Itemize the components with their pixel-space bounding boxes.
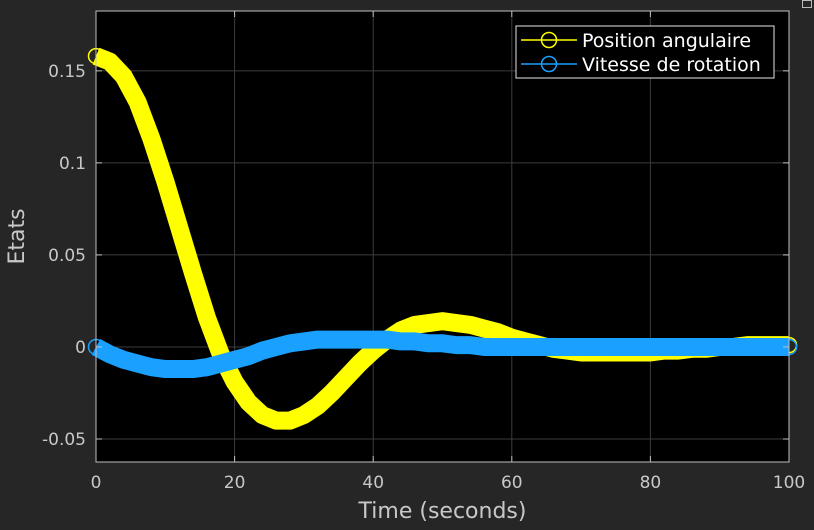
data-point xyxy=(642,338,659,356)
x-tick-label: 0 xyxy=(91,473,102,493)
data-point xyxy=(184,360,202,378)
x-tick-label: 20 xyxy=(224,473,246,493)
data-point xyxy=(378,331,396,348)
data-point xyxy=(337,369,354,387)
data-point xyxy=(240,347,257,365)
data-point xyxy=(503,338,521,356)
data-point xyxy=(170,219,188,236)
data-point xyxy=(448,336,465,354)
data-point xyxy=(461,336,479,354)
y-axis-label: Etats xyxy=(5,208,30,264)
data-point xyxy=(600,338,618,356)
data-point xyxy=(351,331,368,348)
legend-label-position-angulaire: Position angulaire xyxy=(582,30,751,52)
data-point xyxy=(669,338,687,356)
data-point xyxy=(351,355,368,372)
data-point xyxy=(254,406,271,424)
data-point xyxy=(392,333,410,350)
x-axis-label: Time (seconds) xyxy=(358,499,527,524)
data-point xyxy=(198,309,216,326)
data-point xyxy=(364,331,382,348)
data-point xyxy=(323,331,340,348)
data-point xyxy=(420,335,437,352)
data-point xyxy=(614,338,631,356)
data-point xyxy=(683,338,701,356)
data-point xyxy=(406,333,424,350)
data-point xyxy=(337,331,354,348)
ticks: 0 20 40 60 80 100 -0.05 0 0.05 0.1 0.15 xyxy=(42,11,805,493)
data-point xyxy=(628,338,645,356)
data-point xyxy=(475,338,493,356)
data-point xyxy=(406,316,424,334)
data-point xyxy=(558,338,576,356)
data-point xyxy=(267,412,285,429)
data-point xyxy=(184,265,202,282)
data-point xyxy=(697,338,715,356)
data-point xyxy=(434,335,451,352)
legend-marker-vitesse-de-rotation xyxy=(540,55,558,73)
data-point xyxy=(309,331,327,348)
data-point xyxy=(766,338,784,356)
data-point xyxy=(143,358,160,376)
series-line-vitesse-de-rotation xyxy=(91,330,789,379)
data-point xyxy=(545,338,562,356)
data-point xyxy=(115,68,132,85)
data-point xyxy=(281,335,299,352)
y-tick-label: -0.05 xyxy=(42,430,86,450)
legend-box xyxy=(515,25,775,79)
y-tick-label: 0 xyxy=(75,338,86,358)
data-point xyxy=(101,346,119,363)
legend: Position angulaire Vitesse de rotation xyxy=(515,25,775,79)
data-point xyxy=(281,412,299,429)
data-point xyxy=(295,333,313,350)
data-point xyxy=(157,173,174,190)
series-layer xyxy=(87,47,798,430)
data-point xyxy=(157,360,174,378)
data-point xyxy=(434,312,451,330)
data-point xyxy=(240,393,257,411)
data-point xyxy=(725,338,742,356)
legend-label-vitesse-de-rotation: Vitesse de rotation xyxy=(582,54,761,76)
data-point xyxy=(101,53,119,70)
data-point xyxy=(711,338,728,356)
data-point xyxy=(309,397,327,415)
data-point xyxy=(448,314,465,332)
data-point xyxy=(531,338,548,356)
data-point xyxy=(129,93,146,111)
data-point xyxy=(295,406,313,424)
data-point xyxy=(489,338,507,356)
data-point xyxy=(739,338,756,356)
expand-icon[interactable] xyxy=(802,0,812,8)
y-tick-label: 0.1 xyxy=(59,154,86,174)
data-point xyxy=(572,338,590,356)
data-point xyxy=(143,130,160,148)
x-tick-label: 60 xyxy=(501,473,523,493)
x-tick-label: 40 xyxy=(362,473,384,493)
data-point xyxy=(753,338,770,356)
data-point xyxy=(170,360,188,378)
y-tick-label: 0.05 xyxy=(48,246,86,266)
data-point xyxy=(656,338,673,356)
data-point xyxy=(586,338,604,356)
axes-frame xyxy=(95,10,790,463)
data-point xyxy=(323,384,340,402)
series-markers-vitesse-de-rotation xyxy=(87,331,798,378)
plot-area xyxy=(96,11,789,462)
legend-marker-position-angulaire xyxy=(540,31,558,49)
data-point xyxy=(420,314,437,332)
x-tick-label: 100 xyxy=(773,473,805,493)
data-point xyxy=(226,373,243,391)
x-tick-label: 80 xyxy=(640,473,662,493)
y-tick-label: 0.15 xyxy=(48,62,86,82)
data-point xyxy=(517,338,534,356)
